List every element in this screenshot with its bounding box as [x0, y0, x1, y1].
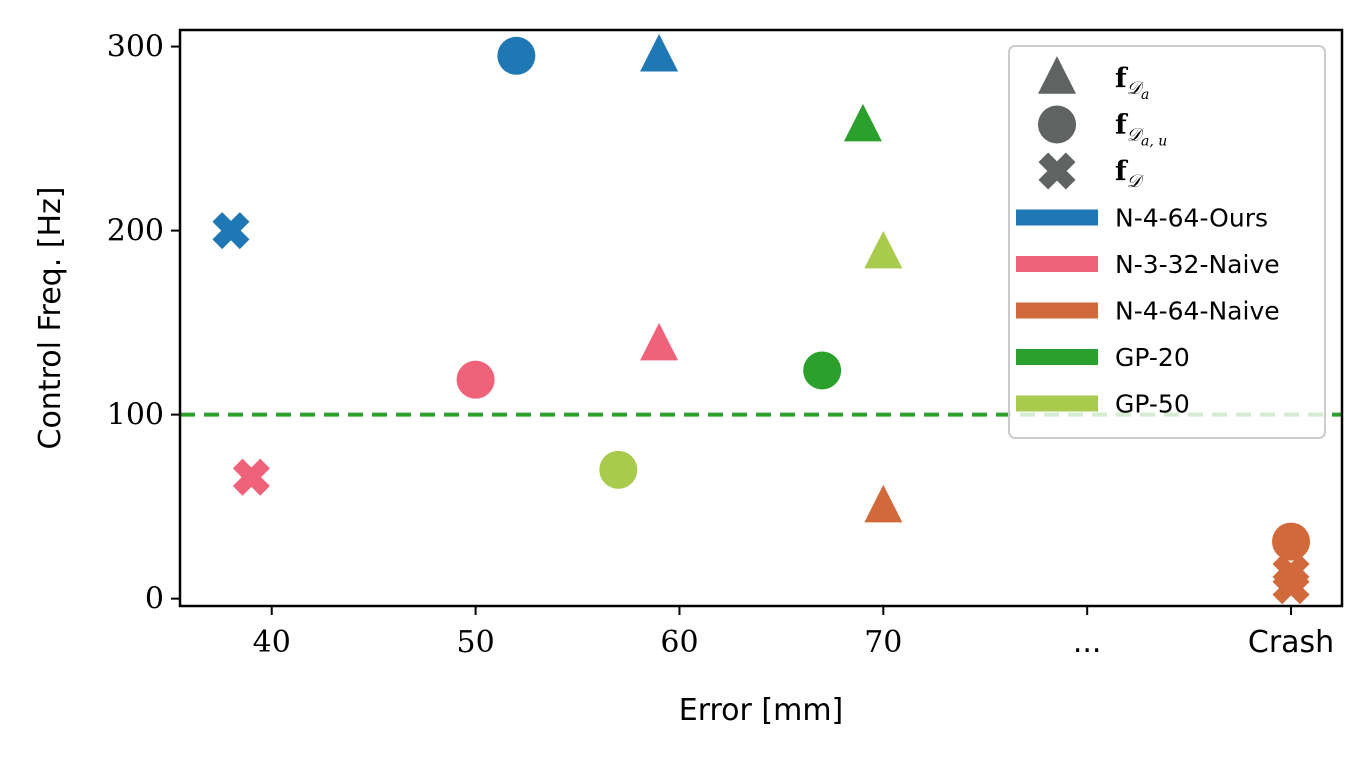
data-point-1-2	[232, 458, 270, 496]
legend-swatch-1	[1016, 256, 1098, 272]
y-tick-label-0: 0	[145, 582, 164, 617]
plot-area	[180, 33, 1342, 605]
data-point-2-0	[864, 484, 903, 523]
data-point-3-1	[803, 351, 842, 390]
legend-series-label-0: N-4-64-Ours	[1115, 204, 1268, 233]
data-point-4-0	[864, 230, 903, 269]
legend-swatch-3	[1016, 349, 1098, 365]
x-tick-label-5: Crash	[1248, 625, 1334, 660]
data-point-0-2	[212, 212, 250, 250]
data-point-1-1	[640, 322, 679, 361]
data-point-2-3	[1272, 567, 1310, 605]
legend-marker-circle-icon	[1038, 105, 1076, 144]
data-point-2-1	[1272, 522, 1311, 561]
legend-series-label-2: N-4-64-Naive	[1115, 297, 1280, 326]
x-tick-label-3: 70	[864, 625, 902, 660]
y-axis-label: Control Freq. [Hz]	[33, 186, 68, 449]
legend-series-label-3: GP-20	[1115, 343, 1190, 372]
data-point-1-2-stroke-b	[232, 458, 270, 496]
axes-frame	[178, 28, 1344, 608]
x-axis-label: Error [mm]	[679, 693, 844, 728]
legend-swatch-4	[1016, 395, 1098, 412]
legend-marker-label-0: f𝒟a	[1115, 63, 1149, 103]
x-tick-label-4: ...	[1073, 625, 1102, 660]
data-point-2-3-stroke-b	[1272, 567, 1310, 605]
data-point-0-2-stroke-b	[212, 212, 250, 250]
legend-marker-triangle-icon	[1038, 56, 1076, 94]
x-tick-label-0: 40	[253, 625, 291, 660]
x-tick-label-1: 50	[457, 625, 495, 660]
legend-box	[1008, 45, 1326, 439]
x-tick-label-2: 60	[660, 625, 698, 660]
legend-marker-label-1: f𝒟a, u	[1115, 110, 1167, 150]
y-tick-label-2: 200	[107, 214, 164, 249]
legend-swatch-0	[1016, 209, 1098, 226]
axes: 40 50 60 70... Crash 0 100 200 300 Error [mm] Cont…	[33, 28, 1344, 728]
legend: f𝒟a f𝒟a, u f𝒟 N-4-64-Ours N-3-32-Naive N-4-64…	[1008, 45, 1326, 439]
legend-marker-label-2: f𝒟	[1115, 156, 1145, 192]
data-point-0-0	[497, 36, 536, 75]
legend-marker-x-icon	[1038, 152, 1076, 190]
y-tick-label-1: 100	[107, 398, 164, 433]
y-tick-label-3: 300	[107, 30, 164, 65]
data-point-0-1	[640, 33, 679, 72]
data-point-3-0	[843, 103, 882, 142]
legend-series-label-1: N-3-32-Naive	[1115, 250, 1280, 279]
legend-marker-x-icon-stroke-b	[1038, 152, 1076, 190]
legend-series-label-4: GP-50	[1115, 390, 1190, 419]
legend-swatch-2	[1016, 302, 1098, 319]
data-point-1-0	[456, 360, 495, 399]
data-point-4-1	[599, 450, 638, 489]
